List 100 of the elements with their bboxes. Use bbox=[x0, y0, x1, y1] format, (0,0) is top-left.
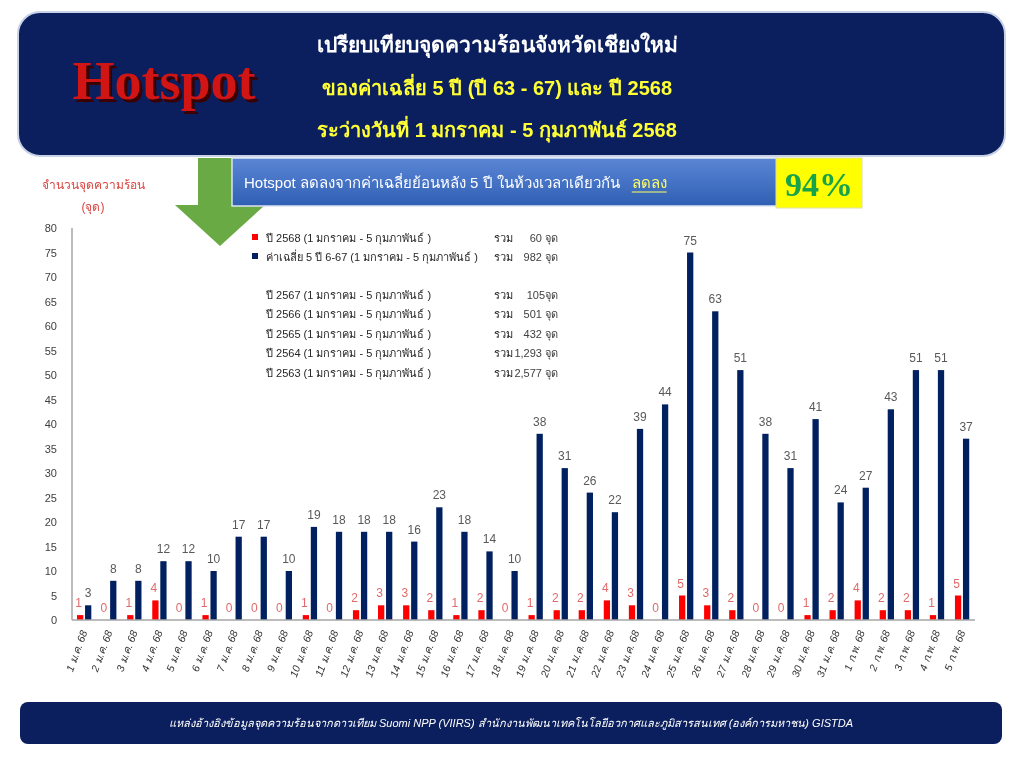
data-label: 3 bbox=[401, 586, 409, 601]
annotation: 105จุด bbox=[526, 289, 558, 302]
annotation: 982 จุด bbox=[523, 251, 558, 264]
data-label: 51 bbox=[934, 351, 949, 366]
data-label: 1 bbox=[526, 596, 534, 611]
bar bbox=[603, 600, 611, 620]
x-tick-label: 1 ก.พ. 68 bbox=[841, 628, 868, 673]
bar bbox=[962, 438, 970, 620]
x-tick-label: 5 ม.ค. 68 bbox=[163, 628, 190, 674]
bar bbox=[461, 531, 468, 620]
data-label: 23 bbox=[432, 488, 447, 503]
y-tick-label: 25 bbox=[44, 491, 57, 504]
x-tick-label: 3 ก.พ. 68 bbox=[891, 628, 918, 673]
data-label: 2 bbox=[426, 591, 434, 606]
data-label: 2 bbox=[576, 591, 584, 606]
y-tick-label: 70 bbox=[44, 271, 57, 283]
data-label: 39 bbox=[633, 409, 648, 424]
data-label: 17 bbox=[257, 517, 271, 532]
bar bbox=[260, 536, 267, 620]
bar bbox=[335, 531, 343, 620]
bar bbox=[862, 487, 869, 620]
data-label: 10 bbox=[206, 552, 221, 566]
annotation: รวม bbox=[494, 232, 513, 244]
bar bbox=[937, 370, 945, 620]
x-tick-label: 2 ก.พ. 68 bbox=[866, 628, 893, 674]
annotation: รวม bbox=[494, 328, 513, 340]
bar bbox=[436, 507, 443, 620]
data-label: 17 bbox=[232, 517, 246, 532]
y-tick-label: 75 bbox=[44, 246, 57, 259]
annotation: 60 จุด bbox=[529, 232, 558, 245]
bar bbox=[712, 311, 719, 620]
data-label: 2 bbox=[877, 591, 885, 606]
bar bbox=[360, 531, 368, 620]
data-label: 3 bbox=[84, 586, 92, 601]
y-tick-label: 60 bbox=[44, 320, 57, 332]
data-label: 5 bbox=[953, 576, 961, 591]
data-label: 38 bbox=[758, 414, 773, 429]
data-label: 18 bbox=[457, 512, 472, 527]
y-tick-label: 15 bbox=[44, 540, 57, 553]
y-tick-label: 0 bbox=[50, 614, 57, 626]
bar bbox=[486, 551, 493, 620]
data-label: 4 bbox=[150, 581, 158, 596]
y-tick-label: 30 bbox=[44, 467, 57, 479]
bar bbox=[511, 571, 518, 620]
bar bbox=[887, 409, 894, 620]
data-label: 1 bbox=[200, 596, 208, 611]
data-label: 0 bbox=[777, 601, 785, 615]
data-label: 10 bbox=[507, 552, 522, 566]
y-tick-label: 45 bbox=[44, 393, 57, 406]
chart-subtitle: ของค่าเฉลี่ย 5 ปี (ปี 63 - 67) และ ปี 2568 ระว่างวันที่ 1 มกราคม - 5 กุมภาพันธ์ 2568 bbox=[317, 73, 677, 143]
bar bbox=[954, 595, 962, 620]
data-label: 0 bbox=[225, 601, 233, 615]
data-label: 51 bbox=[733, 351, 748, 366]
data-label: 1 bbox=[301, 596, 309, 611]
bar bbox=[804, 615, 811, 620]
data-label: 4 bbox=[852, 581, 860, 596]
data-label: 31 bbox=[558, 449, 572, 464]
x-tick-label: 4 ก.พ. 68 bbox=[916, 628, 943, 673]
bar bbox=[737, 370, 744, 620]
data-label: 3 bbox=[627, 586, 635, 601]
bar bbox=[611, 512, 619, 620]
data-label: 2 bbox=[903, 591, 911, 606]
bar bbox=[787, 468, 794, 620]
data-label: 38 bbox=[533, 414, 547, 429]
data-label: 63 bbox=[708, 292, 723, 307]
annotation: รวม bbox=[494, 347, 513, 359]
data-label: 3 bbox=[702, 586, 710, 601]
bar bbox=[411, 541, 418, 620]
bar bbox=[285, 571, 292, 620]
bar bbox=[687, 252, 694, 620]
annotation: ปี 2563 (1 มกราคม - 5 กุมภาพันธ์ ) bbox=[265, 367, 432, 380]
y-tick-label: 35 bbox=[44, 442, 57, 455]
annotation: รวม bbox=[494, 251, 513, 263]
bar bbox=[310, 526, 318, 620]
data-label: 2 bbox=[476, 591, 484, 606]
data-label: 1 bbox=[928, 596, 936, 611]
text: 94% bbox=[785, 166, 853, 203]
data-label: 0 bbox=[326, 601, 334, 615]
bar bbox=[679, 595, 686, 620]
annotation: 2,577 จุด bbox=[514, 367, 558, 380]
bar bbox=[912, 370, 920, 620]
data-label: 26 bbox=[583, 473, 597, 488]
data-label: 3 bbox=[376, 586, 384, 601]
bar bbox=[135, 580, 142, 620]
y-tick-label: 40 bbox=[44, 418, 57, 430]
x-tick-label: 5 ก.พ. 68 bbox=[941, 628, 968, 673]
data-label: 31 bbox=[783, 449, 798, 464]
data-label: 1 bbox=[75, 596, 83, 611]
data-label: 0 bbox=[752, 601, 760, 615]
bar bbox=[661, 404, 669, 620]
annotation: รวม bbox=[494, 308, 513, 320]
data-label: 43 bbox=[884, 390, 898, 405]
data-label: 18 bbox=[332, 512, 347, 527]
bar bbox=[704, 605, 711, 620]
annotation: รวม bbox=[494, 367, 513, 379]
legend-label: ปี 2568 (1 มกราคม - 5 กุมภาพันธ์ ) bbox=[265, 232, 432, 245]
bar bbox=[185, 561, 192, 620]
y-tick-label: 65 bbox=[44, 295, 57, 308]
data-label: 5 bbox=[677, 576, 685, 591]
data-label: 75 bbox=[683, 233, 698, 248]
